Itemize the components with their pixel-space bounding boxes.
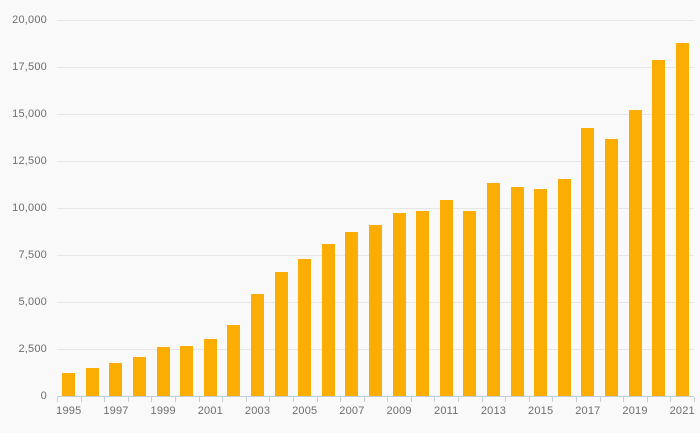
x-axis-label: 2015 bbox=[528, 405, 554, 417]
bar bbox=[298, 258, 312, 396]
bar bbox=[557, 178, 571, 396]
bar bbox=[85, 367, 99, 396]
x-axis-tick bbox=[623, 397, 625, 402]
x-axis-tick bbox=[481, 397, 483, 402]
y-axis-label: 0 bbox=[40, 390, 47, 402]
x-axis-label: 2009 bbox=[386, 405, 412, 417]
x-axis-tick bbox=[174, 397, 176, 402]
bar bbox=[345, 232, 359, 396]
x-axis-label: 1999 bbox=[150, 405, 176, 417]
x-axis-tick bbox=[410, 397, 412, 402]
bar bbox=[156, 347, 170, 396]
bar bbox=[510, 187, 524, 396]
x-axis-tick bbox=[576, 397, 578, 402]
x-axis-label: 2021 bbox=[669, 405, 695, 417]
bar bbox=[581, 128, 595, 396]
bar bbox=[652, 60, 666, 396]
x-axis-label: 2003 bbox=[244, 405, 271, 417]
x-axis-tick bbox=[269, 397, 271, 402]
gridline bbox=[57, 207, 694, 209]
x-axis-tick bbox=[340, 397, 342, 402]
x-axis-line bbox=[57, 395, 694, 397]
gridline bbox=[57, 113, 694, 115]
x-axis-tick bbox=[670, 397, 672, 402]
bar bbox=[251, 294, 265, 396]
x-axis-tick bbox=[505, 397, 507, 402]
x-axis-label: 2005 bbox=[292, 405, 318, 417]
x-axis-tick bbox=[127, 397, 129, 402]
bar bbox=[534, 189, 548, 396]
x-axis-tick bbox=[694, 397, 695, 402]
bar bbox=[180, 346, 194, 396]
x-axis-tick bbox=[245, 397, 247, 402]
x-axis-tick bbox=[599, 397, 601, 402]
x-axis-tick bbox=[363, 397, 365, 402]
x-axis-tick bbox=[316, 397, 318, 402]
y-axis-label: 5,000 bbox=[18, 296, 47, 308]
bar bbox=[274, 271, 288, 396]
x-axis-tick bbox=[151, 397, 153, 402]
x-axis-label: 1997 bbox=[103, 405, 129, 417]
x-axis-tick bbox=[528, 397, 530, 402]
bar bbox=[463, 210, 477, 396]
gridline bbox=[57, 66, 694, 68]
x-axis-tick bbox=[198, 397, 200, 402]
bar bbox=[604, 139, 618, 396]
x-axis-tick bbox=[104, 397, 106, 402]
bar bbox=[203, 338, 217, 396]
bar bbox=[392, 212, 406, 396]
x-axis-tick bbox=[458, 397, 460, 402]
bar bbox=[369, 224, 382, 396]
y-axis-label: 20,000 bbox=[12, 14, 47, 26]
x-axis-tick bbox=[57, 397, 58, 402]
bar bbox=[416, 210, 430, 396]
x-axis-label: 2001 bbox=[197, 405, 223, 417]
gridline bbox=[57, 19, 694, 21]
y-axis-label: 10,000 bbox=[12, 202, 47, 214]
x-axis-label: 2011 bbox=[434, 405, 459, 417]
x-axis-label: 2019 bbox=[622, 405, 648, 417]
y-axis-label: 7,500 bbox=[18, 249, 47, 261]
x-axis-label: 2017 bbox=[575, 405, 601, 417]
x-axis-tick bbox=[434, 397, 436, 402]
bar bbox=[675, 42, 689, 396]
y-axis-label: 15,000 bbox=[12, 108, 47, 120]
x-axis-tick bbox=[80, 397, 82, 402]
bar bbox=[62, 372, 76, 396]
bar bbox=[628, 110, 642, 396]
gridline bbox=[57, 160, 694, 162]
x-axis-tick bbox=[387, 397, 389, 402]
x-axis-label: 2013 bbox=[480, 405, 507, 417]
bar bbox=[439, 199, 453, 396]
bar bbox=[109, 363, 123, 396]
bar bbox=[227, 324, 241, 396]
x-axis-tick bbox=[646, 397, 648, 402]
bar bbox=[321, 243, 335, 396]
y-axis-label: 12,500 bbox=[12, 155, 47, 167]
x-axis-label: 1995 bbox=[56, 405, 82, 417]
bar bbox=[486, 182, 500, 396]
x-axis-tick bbox=[292, 397, 294, 402]
y-axis-label: 2,500 bbox=[18, 343, 47, 355]
bar bbox=[133, 356, 147, 396]
y-axis-label: 17,500 bbox=[12, 61, 47, 73]
x-axis-label: 2007 bbox=[339, 405, 365, 417]
x-axis-tick bbox=[222, 397, 224, 402]
x-axis-tick bbox=[552, 397, 554, 402]
